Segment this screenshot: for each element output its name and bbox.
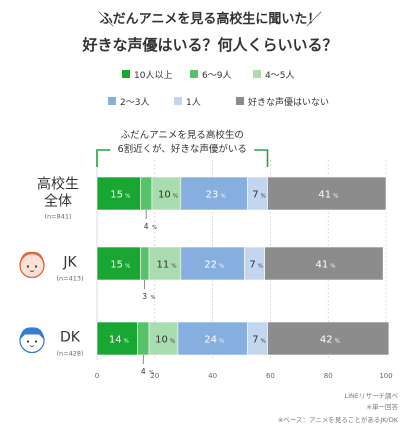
page-subtitle: 好きな声優はいる？何人くらいいる？ xyxy=(82,36,338,54)
legend-label: 6～9人 xyxy=(202,70,231,81)
data-label: 24 xyxy=(204,335,217,346)
data-label: 7 xyxy=(252,190,258,201)
data-label: 42 xyxy=(320,335,333,346)
bar-segment xyxy=(140,176,153,211)
bar-segment xyxy=(151,176,182,211)
legend-swatch xyxy=(122,70,130,78)
data-label: 15 xyxy=(110,260,123,271)
legend-label: 2～3人 xyxy=(120,97,149,108)
x-tick-label: 100 xyxy=(379,372,392,380)
page-title: ふだんアニメを見る高校生に聞いた！ xyxy=(99,12,321,27)
callout-text: 6割近くが、好きな声優がいる xyxy=(118,143,247,155)
bar-segment xyxy=(180,246,245,281)
callout-background xyxy=(110,125,255,159)
boy-hair xyxy=(20,327,44,340)
data-label: 4 xyxy=(144,222,149,231)
legend-swatch xyxy=(253,70,261,78)
data-label-unit: % xyxy=(330,264,335,270)
data-label: 41 xyxy=(315,260,328,271)
data-label: 3 xyxy=(142,292,147,301)
bar-segment xyxy=(267,176,387,211)
base-note: ※ベース：アニメを見ることがあるJK/DK xyxy=(277,416,398,424)
legend-swatch xyxy=(236,97,244,105)
data-label-unit: % xyxy=(170,339,175,345)
data-label-unit: % xyxy=(219,339,224,345)
bar-segment xyxy=(177,321,248,356)
legend-label: 1人 xyxy=(186,97,201,108)
bar-segment xyxy=(137,321,150,356)
x-tick-label: 80 xyxy=(324,372,333,380)
legend-swatch xyxy=(174,97,182,105)
data-label-unit: % xyxy=(124,339,129,345)
data-label-unit: % xyxy=(333,194,338,200)
data-label: 22 xyxy=(204,260,217,271)
data-label-unit: % xyxy=(149,370,154,376)
data-label: 7 xyxy=(252,335,258,346)
callout-text: ふだんアニメを見る高校生の xyxy=(121,129,244,141)
bar-segment xyxy=(140,246,150,281)
data-label: 14 xyxy=(109,335,122,346)
category-label: 高校生 xyxy=(37,176,79,193)
data-label: 23 xyxy=(206,190,219,201)
data-label-unit: % xyxy=(171,264,176,270)
category-label: DK xyxy=(60,330,81,346)
category-n: (n=428) xyxy=(56,350,83,358)
legend-label: 好きな声優はいない xyxy=(248,96,329,108)
data-label-unit: % xyxy=(335,339,340,345)
source-note: LINEリサーチ調べ xyxy=(344,392,398,400)
data-label-unit: % xyxy=(151,295,156,301)
bar-segment xyxy=(96,176,141,211)
bar-segment xyxy=(96,321,138,356)
x-tick-label: 0 xyxy=(95,372,99,380)
data-label: 4 xyxy=(141,367,146,376)
girl-eye xyxy=(26,265,30,268)
category-n: (n=413) xyxy=(56,275,83,283)
x-tick-label: 20 xyxy=(150,372,159,380)
bar-segment xyxy=(96,246,141,281)
data-label: 10 xyxy=(155,335,168,346)
data-label-unit: % xyxy=(125,194,130,200)
data-label-unit: % xyxy=(152,225,157,231)
girl-face-icon xyxy=(19,252,45,279)
data-label: 11 xyxy=(157,260,170,271)
data-label: 10 xyxy=(158,190,171,201)
legend-label: 10人以上 xyxy=(134,70,172,81)
data-label-unit: % xyxy=(261,339,266,345)
bar-segment xyxy=(267,321,390,356)
girl-hair xyxy=(19,251,45,265)
title-slash-left: ＼ xyxy=(98,10,115,29)
data-label-unit: % xyxy=(261,194,266,200)
boy-eye xyxy=(26,340,30,343)
legend-swatch xyxy=(108,97,116,105)
bar-segment xyxy=(180,176,248,211)
legend-label: 4～5人 xyxy=(265,70,294,81)
data-label-unit: % xyxy=(125,264,130,270)
data-label: 41 xyxy=(318,190,331,201)
bar-segment xyxy=(148,246,182,281)
data-label-unit: % xyxy=(220,194,225,200)
legend-swatch xyxy=(190,70,198,78)
x-tick-label: 40 xyxy=(208,372,217,380)
category-label: JK xyxy=(62,255,77,271)
category-n: (n=841) xyxy=(44,213,71,221)
girl-eye xyxy=(34,265,38,268)
girl-mouth xyxy=(29,270,35,272)
bar-segment xyxy=(264,246,384,281)
data-label: 15 xyxy=(110,190,123,201)
title-slash-right: ／ xyxy=(306,10,323,29)
answer-note: ※単一回答 xyxy=(366,403,398,411)
data-label-unit: % xyxy=(173,194,178,200)
category-label: 全体 xyxy=(44,193,72,210)
data-label-unit: % xyxy=(258,264,263,270)
data-label-unit: % xyxy=(219,264,224,270)
boy-mouth xyxy=(29,345,35,347)
data-label: 7 xyxy=(249,260,255,271)
x-tick-label: 60 xyxy=(266,372,275,380)
boy-eye xyxy=(34,340,38,343)
